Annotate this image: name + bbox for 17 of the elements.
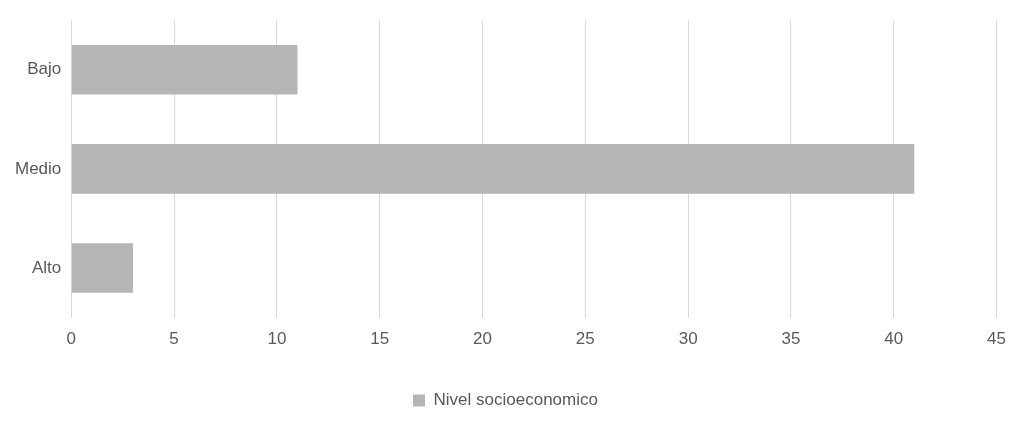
x-tick-label: 35 bbox=[781, 329, 801, 349]
x-tick-label: 5 bbox=[169, 329, 179, 349]
y-tick-label: Alto bbox=[32, 257, 62, 277]
x-tick-label: 20 bbox=[473, 329, 492, 349]
y-tick-label: Bajo bbox=[27, 59, 62, 79]
y-tick-label: Medio bbox=[14, 158, 62, 178]
bar bbox=[71, 243, 133, 293]
x-tick-label: 15 bbox=[370, 329, 390, 349]
bar bbox=[71, 144, 915, 194]
x-tick-label: 10 bbox=[267, 329, 287, 349]
legend-label: Nivel socioeconomico bbox=[433, 390, 598, 410]
x-tick-label: 25 bbox=[575, 329, 595, 349]
x-tick-label: 45 bbox=[987, 329, 1007, 349]
x-tick-label: 0 bbox=[66, 329, 77, 349]
x-tick-label: 40 bbox=[884, 329, 904, 349]
bar bbox=[71, 44, 298, 95]
x-tick-label: 30 bbox=[678, 329, 698, 349]
